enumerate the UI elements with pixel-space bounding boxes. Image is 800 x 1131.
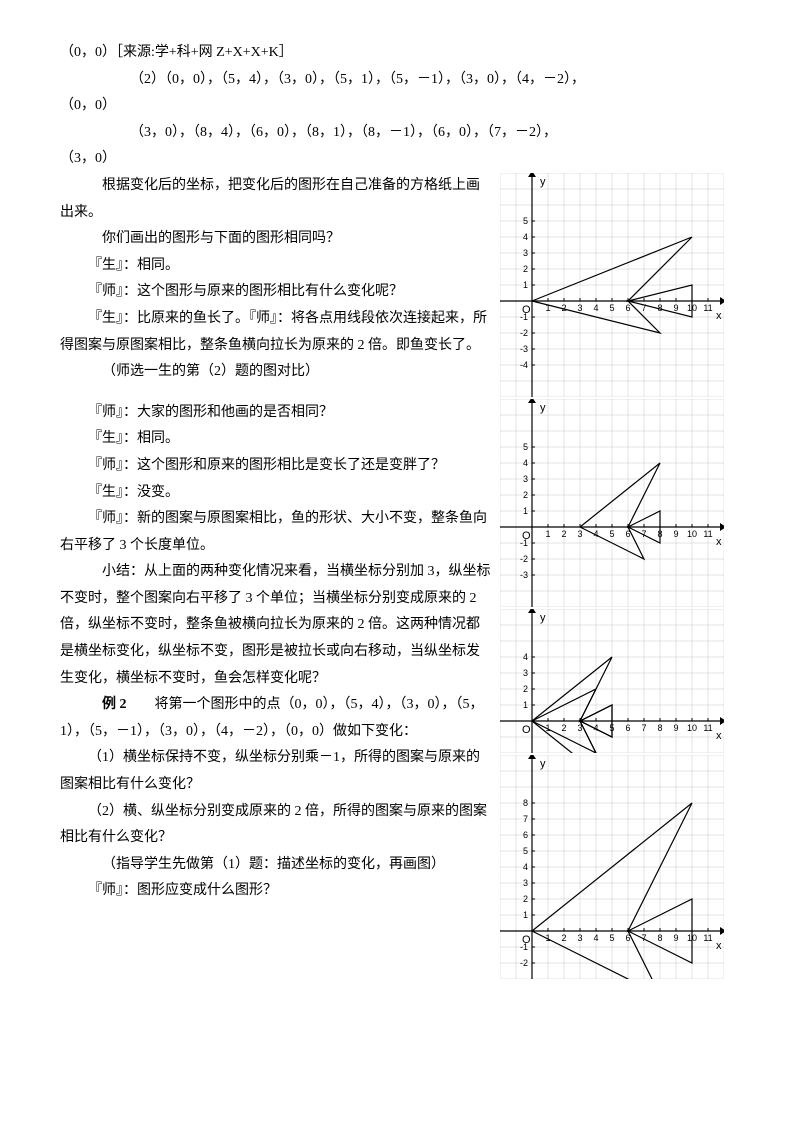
svg-text:9: 9 [673, 529, 678, 539]
svg-text:1: 1 [523, 280, 528, 290]
svg-text:-2: -2 [520, 328, 528, 338]
svg-text:8: 8 [657, 933, 662, 943]
example-label: 例 2 [102, 697, 127, 712]
svg-text:3: 3 [523, 668, 528, 678]
svg-text:O: O [522, 934, 531, 946]
svg-text:9: 9 [673, 933, 678, 943]
svg-text:4: 4 [593, 933, 598, 943]
chart-1: 123456789101112345-1-2-3-4yxO [500, 173, 724, 397]
svg-text:8: 8 [657, 723, 662, 733]
svg-text:-3: -3 [520, 344, 528, 354]
svg-text:5: 5 [609, 933, 614, 943]
svg-text:3: 3 [577, 529, 582, 539]
svg-text:1: 1 [523, 506, 528, 516]
svg-text:7: 7 [641, 723, 646, 733]
svg-text:5: 5 [523, 216, 528, 226]
svg-text:10: 10 [687, 723, 697, 733]
svg-text:11: 11 [703, 723, 712, 733]
svg-text:-2: -2 [520, 554, 528, 564]
svg-text:4: 4 [593, 303, 598, 313]
svg-text:x: x [716, 940, 722, 952]
line: （2）（0，0），（5，4），（3，0），（5，1），（5，－1），（3，0），… [60, 67, 740, 94]
line: （3，0） [60, 146, 740, 173]
svg-text:x: x [716, 730, 722, 742]
svg-text:4: 4 [523, 862, 528, 872]
svg-text:y: y [540, 402, 546, 414]
svg-text:2: 2 [561, 933, 566, 943]
svg-text:y: y [540, 176, 546, 188]
svg-text:8: 8 [523, 798, 528, 808]
svg-text:3: 3 [523, 474, 528, 484]
svg-text:1: 1 [545, 529, 550, 539]
svg-text:1: 1 [523, 700, 528, 710]
svg-text:3: 3 [577, 303, 582, 313]
svg-text:-2: -2 [520, 958, 528, 968]
svg-text:3: 3 [523, 878, 528, 888]
svg-text:5: 5 [523, 442, 528, 452]
svg-text:4: 4 [523, 232, 528, 242]
svg-text:y: y [540, 612, 546, 624]
svg-text:1: 1 [523, 910, 528, 920]
svg-text:11: 11 [703, 303, 712, 313]
svg-text:O: O [522, 724, 531, 736]
svg-text:2: 2 [523, 684, 528, 694]
svg-text:2: 2 [561, 723, 566, 733]
svg-text:y: y [540, 758, 546, 770]
svg-text:6: 6 [625, 723, 630, 733]
svg-text:5: 5 [609, 529, 614, 539]
svg-text:2: 2 [523, 894, 528, 904]
svg-text:4: 4 [523, 458, 528, 468]
svg-text:3: 3 [577, 933, 582, 943]
svg-text:9: 9 [673, 723, 678, 733]
svg-text:2: 2 [561, 529, 566, 539]
svg-text:6: 6 [523, 830, 528, 840]
chart-3: 12345678910111234yxO [500, 609, 724, 753]
svg-text:6: 6 [625, 303, 630, 313]
svg-text:2: 2 [523, 264, 528, 274]
page-content: （0，0）［来源:学+科+网 Z+X+X+K］ （2）（0，0），（5，4），（… [60, 40, 740, 981]
svg-text:O: O [522, 530, 531, 542]
svg-text:10: 10 [687, 529, 697, 539]
svg-text:5: 5 [609, 303, 614, 313]
charts-column: 123456789101112345-1-2-3-4yxO 1234567891… [500, 173, 740, 981]
intro-coords: （0，0）［来源:学+科+网 Z+X+X+K］ （2）（0，0），（5，4），（… [60, 40, 740, 173]
svg-text:2: 2 [523, 490, 528, 500]
line: （3，0），（8，4），（6，0），（8，1），（8，－1），（6，0），（7，… [60, 120, 740, 147]
svg-text:7: 7 [523, 814, 528, 824]
line: （0，0）［来源:学+科+网 Z+X+X+K］ [60, 40, 740, 67]
svg-text:3: 3 [523, 248, 528, 258]
svg-text:x: x [716, 536, 722, 548]
line: （0，0） [60, 93, 740, 120]
svg-text:4: 4 [523, 652, 528, 662]
svg-text:11: 11 [703, 933, 712, 943]
chart-2: 123456789101112345-1-2-3yxO [500, 399, 724, 607]
svg-text:9: 9 [673, 303, 678, 313]
svg-text:5: 5 [523, 846, 528, 856]
svg-text:-4: -4 [520, 360, 528, 370]
svg-text:O: O [522, 304, 531, 316]
svg-text:11: 11 [703, 529, 712, 539]
svg-text:-3: -3 [520, 570, 528, 580]
svg-text:x: x [716, 310, 722, 322]
chart-4: 123456789101112345678-1-2yxO [500, 755, 724, 979]
